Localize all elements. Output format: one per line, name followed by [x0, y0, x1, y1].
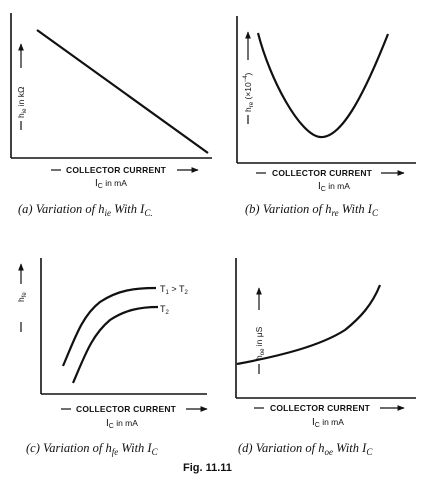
panel-b-y-sub: re [249, 101, 255, 107]
panel-b-y-rest: (×10 [243, 82, 253, 102]
panel-c-curve-t2 [71, 305, 159, 384]
panel-b-x-label: COLLECTOR CURRENT [272, 168, 373, 178]
panel-a-x-rest: in mA [103, 178, 127, 188]
panel-a-x-unit: IC in mA [95, 178, 127, 190]
panel-d-x-unit: IC in mA [312, 417, 344, 429]
panel-b-y-label: hre (×10−4) [243, 31, 255, 124]
panel-d-x-label: COLLECTOR CURRENT [270, 403, 371, 413]
panel-a-y-rest: in kΩ [16, 87, 26, 109]
panel-a-y-h: h [16, 113, 26, 118]
panel-d-hoe-curve [236, 284, 382, 366]
panel-b-x-unit: IC in mA [318, 181, 350, 193]
panel-a-x-sub: C [98, 183, 103, 190]
panel-d-caption: (d) Variation of hoe With IC [238, 441, 373, 457]
panel-a: hie in kΩ COLLECTOR CURRENT IC in mA (a)… [10, 13, 212, 218]
panel-b-y-sup: −4 [243, 75, 249, 83]
panel-b: hre (×10−4) COLLECTOR CURRENT IC in mA (… [236, 16, 416, 218]
svg-text:hre (×10−4): hre (×10−4) [243, 72, 255, 112]
panel-c-t2-label: T2 [160, 304, 170, 316]
figure-label: Fig. 11.11 [183, 462, 232, 474]
panel-a-caption: (a) Variation of hie With IC. [18, 202, 153, 218]
panel-b-hre-curve [256, 32, 390, 139]
panel-c-caption: (c) Variation of hfe With IC [26, 441, 159, 457]
panel-a-x-label: COLLECTOR CURRENT [66, 165, 167, 175]
panel-b-y-end: ) [243, 72, 253, 75]
panel-b-caption: (b) Variation of hre With IC [245, 202, 379, 218]
panel-d-y-label: hoe in μS [254, 287, 266, 374]
panel-c-curve-t1 [61, 286, 157, 367]
panel-d: hoe in μS COLLECTOR CURRENT IC in mA (d)… [235, 258, 416, 457]
panel-b-y-h: h [243, 107, 253, 112]
panel-c-t1-label: T1 > T2 [160, 284, 188, 296]
panel-a-y-label: hie in kΩ [16, 43, 28, 130]
panel-a-hie-line [36, 29, 209, 154]
panel-c: T1 > T2 T2 hfe COLLECTOR CURRENT IC in m… [16, 258, 208, 457]
svg-text:hfe: hfe [16, 292, 28, 302]
panel-c-x-unit: IC in mA [106, 418, 138, 430]
panel-a-y-sub: ie [22, 108, 28, 113]
panel-c-y-label: hfe [16, 263, 28, 332]
panel-a-x-i: I [95, 178, 98, 189]
panel-c-x-label: COLLECTOR CURRENT [76, 404, 177, 414]
svg-text:hie in kΩ: hie in kΩ [16, 87, 28, 118]
svg-text:hoe in μS: hoe in μS [254, 326, 266, 360]
